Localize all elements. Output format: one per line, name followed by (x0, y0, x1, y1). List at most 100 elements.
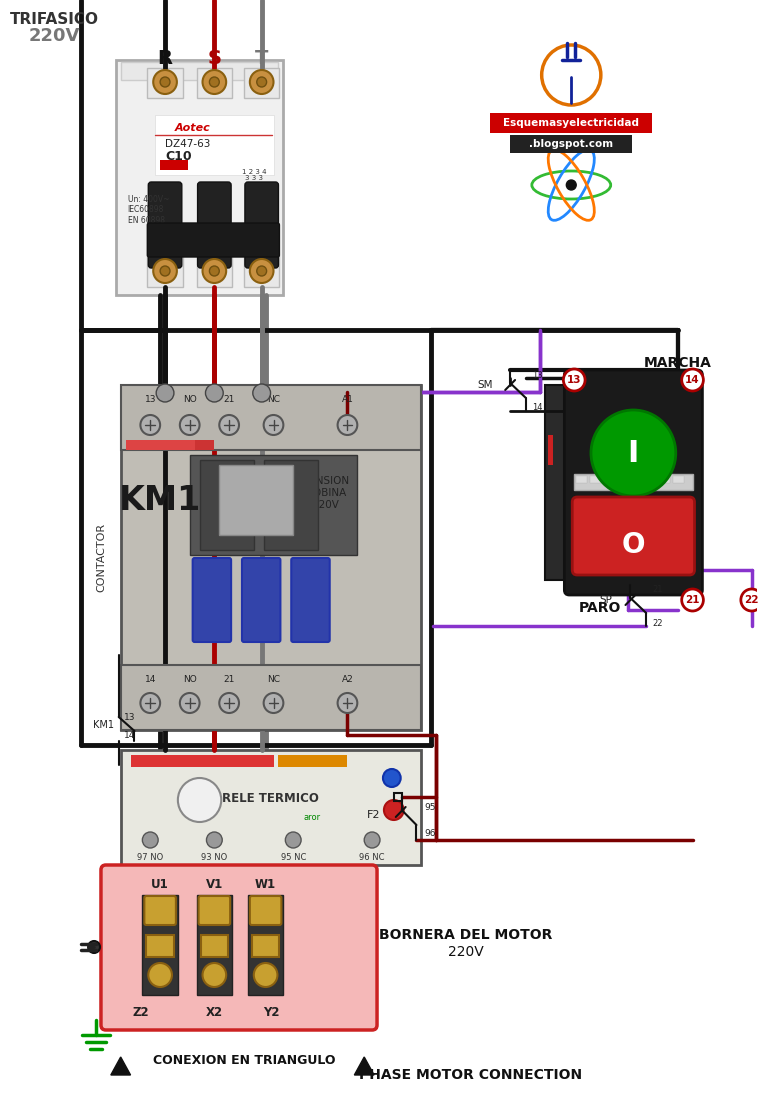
Bar (252, 935, 280, 957)
Circle shape (160, 266, 170, 276)
Bar (545, 385, 569, 580)
FancyBboxPatch shape (101, 865, 377, 1030)
Bar (121, 385, 421, 730)
Circle shape (591, 410, 676, 496)
Circle shape (220, 693, 239, 713)
FancyBboxPatch shape (242, 558, 280, 642)
Text: 14: 14 (532, 404, 543, 413)
Bar (197, 895, 232, 995)
Bar (121, 665, 421, 730)
Circle shape (250, 260, 274, 283)
Circle shape (285, 832, 301, 848)
Bar (576, 476, 587, 484)
Text: KM1: KM1 (119, 484, 201, 517)
Text: 96 NC: 96 NC (359, 853, 385, 862)
Text: NO: NO (183, 395, 197, 404)
Bar (125, 440, 214, 450)
Text: BORNERA DEL MOTOR: BORNERA DEL MOTOR (379, 928, 553, 942)
Bar (190, 455, 357, 554)
Text: T: T (255, 49, 268, 68)
Bar (121, 385, 421, 450)
Circle shape (257, 77, 267, 87)
Text: RELE TERMICO: RELE TERMICO (222, 792, 319, 804)
Text: S: S (207, 49, 221, 68)
Text: 14: 14 (686, 375, 700, 385)
Circle shape (202, 963, 226, 987)
Bar (155, 115, 274, 175)
Circle shape (148, 963, 172, 987)
Bar (131, 755, 274, 767)
Text: KM1: KM1 (93, 720, 114, 730)
Bar (603, 476, 615, 484)
Circle shape (682, 589, 704, 611)
FancyBboxPatch shape (192, 558, 231, 642)
Text: U1: U1 (151, 878, 169, 892)
Text: NC: NC (267, 395, 280, 404)
Bar (510, 135, 632, 153)
Bar (659, 476, 670, 484)
Bar (244, 255, 280, 287)
FancyBboxPatch shape (198, 182, 231, 268)
Bar (116, 60, 283, 295)
Text: Un: 400V~
IEC60898
EN 60898: Un: 400V~ IEC60898 EN 60898 (128, 195, 169, 225)
Text: X2: X2 (206, 1007, 223, 1019)
Text: R: R (157, 49, 173, 68)
Bar (673, 476, 684, 484)
Bar (147, 68, 183, 98)
Circle shape (210, 77, 220, 87)
Circle shape (180, 415, 200, 435)
Text: 21: 21 (223, 675, 235, 684)
Bar (244, 68, 280, 98)
Text: A2: A2 (341, 675, 353, 684)
Circle shape (682, 369, 704, 391)
Bar (278, 755, 347, 767)
Bar (264, 460, 318, 550)
Text: 96: 96 (424, 828, 435, 837)
Bar (645, 476, 656, 484)
Circle shape (741, 589, 760, 611)
Text: CONTACTOR: CONTACTOR (96, 522, 106, 591)
FancyBboxPatch shape (147, 223, 280, 257)
Bar (576, 476, 587, 484)
FancyBboxPatch shape (291, 558, 330, 642)
Text: A1: A1 (341, 395, 353, 404)
Circle shape (253, 384, 271, 401)
Text: 14: 14 (144, 675, 156, 684)
Text: 95 NC: 95 NC (280, 853, 306, 862)
Bar (603, 476, 615, 484)
Text: Esquemasyelectricidad: Esquemasyelectricidad (503, 118, 639, 128)
Circle shape (154, 70, 177, 94)
Bar (147, 255, 183, 287)
Text: SM: SM (477, 380, 492, 390)
Circle shape (210, 266, 220, 276)
Bar (197, 68, 232, 98)
FancyBboxPatch shape (250, 896, 281, 925)
Circle shape (254, 963, 277, 987)
Circle shape (180, 693, 200, 713)
Text: 13: 13 (532, 370, 543, 379)
Text: SP: SP (600, 596, 613, 606)
Circle shape (364, 832, 380, 848)
Bar (632, 476, 642, 484)
Circle shape (337, 693, 357, 713)
Text: 93 NO: 93 NO (201, 853, 227, 862)
Text: MARCHA: MARCHA (644, 356, 711, 370)
Polygon shape (111, 1057, 131, 1075)
Circle shape (563, 369, 585, 391)
Circle shape (207, 832, 222, 848)
Text: NC: NC (267, 675, 280, 684)
Text: 1 2 3 4
3 3 3: 1 2 3 4 3 3 3 (242, 169, 266, 182)
Bar (121, 62, 278, 80)
Text: .blogspot.com: .blogspot.com (529, 139, 613, 149)
Text: I: I (628, 438, 639, 468)
Text: 95: 95 (424, 803, 435, 812)
Circle shape (88, 942, 100, 953)
Polygon shape (354, 1057, 374, 1075)
Bar (160, 160, 188, 170)
FancyBboxPatch shape (148, 182, 182, 268)
Circle shape (202, 260, 226, 283)
Text: PARO: PARO (579, 601, 622, 615)
Circle shape (257, 266, 267, 276)
Circle shape (141, 693, 160, 713)
Text: PHASE MOTOR CONNECTION: PHASE MOTOR CONNECTION (359, 1068, 582, 1082)
